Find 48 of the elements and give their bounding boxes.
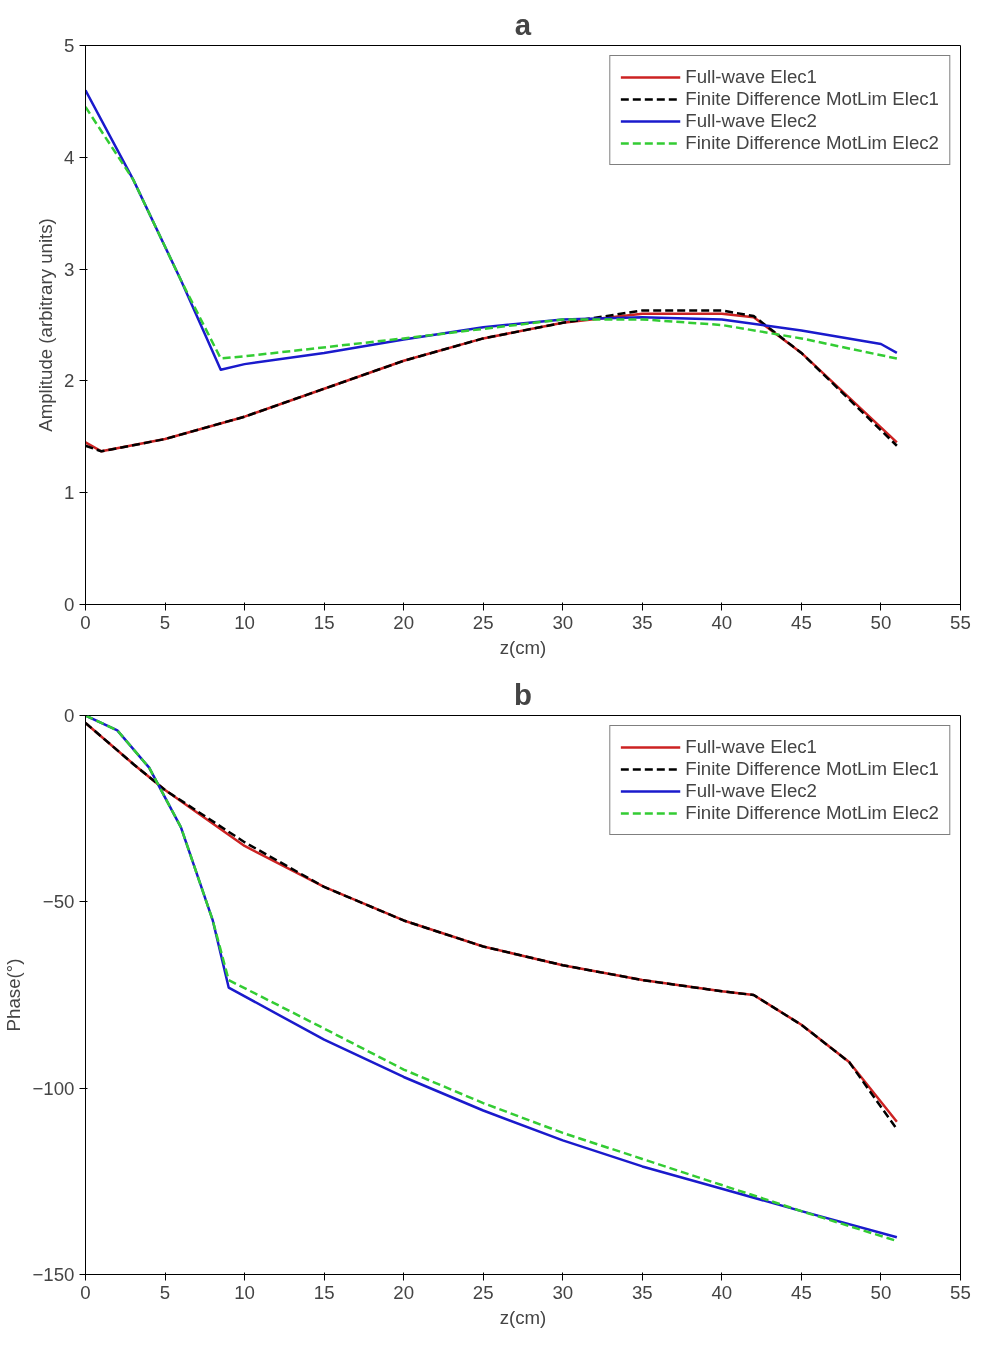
x-tick-label: 15 (313, 611, 335, 633)
x-tick-label: 30 (552, 611, 574, 633)
x-tick-label: 10 (234, 611, 255, 633)
chart-title: b (514, 677, 532, 711)
x-tick-label: 40 (711, 611, 733, 633)
x-tick-label: 20 (393, 1281, 415, 1303)
legend-label: Finite Difference MotLim Elec1 (685, 88, 939, 110)
y-tick-label: −150 (32, 1264, 75, 1285)
x-tick-label: 25 (472, 1281, 494, 1303)
y-tick-label: 0 (64, 594, 75, 615)
y-tick-label: 0 (64, 705, 75, 726)
y-axis-title: Amplitude (arbitrary units) (35, 218, 57, 432)
x-tick-label: 40 (711, 1281, 733, 1303)
x-tick-label: 30 (552, 1281, 574, 1303)
x-tick-label: 25 (472, 611, 494, 633)
x-axis-title: z(cm) (499, 636, 547, 658)
x-tick-label: 55 (950, 611, 971, 633)
y-tick-label: 3 (64, 258, 75, 280)
x-tick-label: 5 (159, 1281, 171, 1303)
legend-label: Full-wave Elec2 (685, 780, 817, 802)
x-tick-label: 35 (631, 611, 653, 633)
x-tick-label: 45 (791, 611, 812, 633)
legend-label: Finite Difference MotLim Elec2 (685, 802, 939, 824)
x-tick-label: 5 (159, 611, 171, 633)
y-tick-label: 1 (64, 482, 75, 504)
legend-label: Full-wave Elec1 (685, 66, 817, 88)
chart-title: a (514, 7, 532, 41)
legend-label: Finite Difference MotLim Elec2 (685, 132, 939, 154)
legend-label: Full-wave Elec2 (685, 110, 817, 132)
y-tick-label: −50 (42, 891, 75, 913)
y-tick-label: 4 (64, 146, 75, 168)
x-tick-label: 15 (313, 1281, 335, 1303)
x-tick-label: 55 (950, 1281, 971, 1303)
x-tick-label: 50 (870, 611, 892, 633)
x-axis-title: z(cm) (499, 1306, 547, 1328)
x-tick-label: 0 (80, 1281, 91, 1303)
x-tick-label: 35 (631, 1281, 653, 1303)
y-tick-label: 5 (64, 35, 75, 56)
x-tick-label: 45 (791, 1281, 812, 1303)
y-tick-label: 2 (64, 370, 75, 392)
x-tick-label: 10 (234, 1281, 255, 1303)
x-tick-label: 0 (80, 611, 91, 633)
y-tick-label: −100 (32, 1077, 75, 1099)
legend-label: Finite Difference MotLim Elec1 (685, 758, 939, 780)
y-axis-title: Phase(°) (3, 958, 25, 1032)
legend-label: Full-wave Elec1 (685, 736, 817, 758)
x-tick-label: 50 (870, 1281, 892, 1303)
x-tick-label: 20 (393, 611, 415, 633)
